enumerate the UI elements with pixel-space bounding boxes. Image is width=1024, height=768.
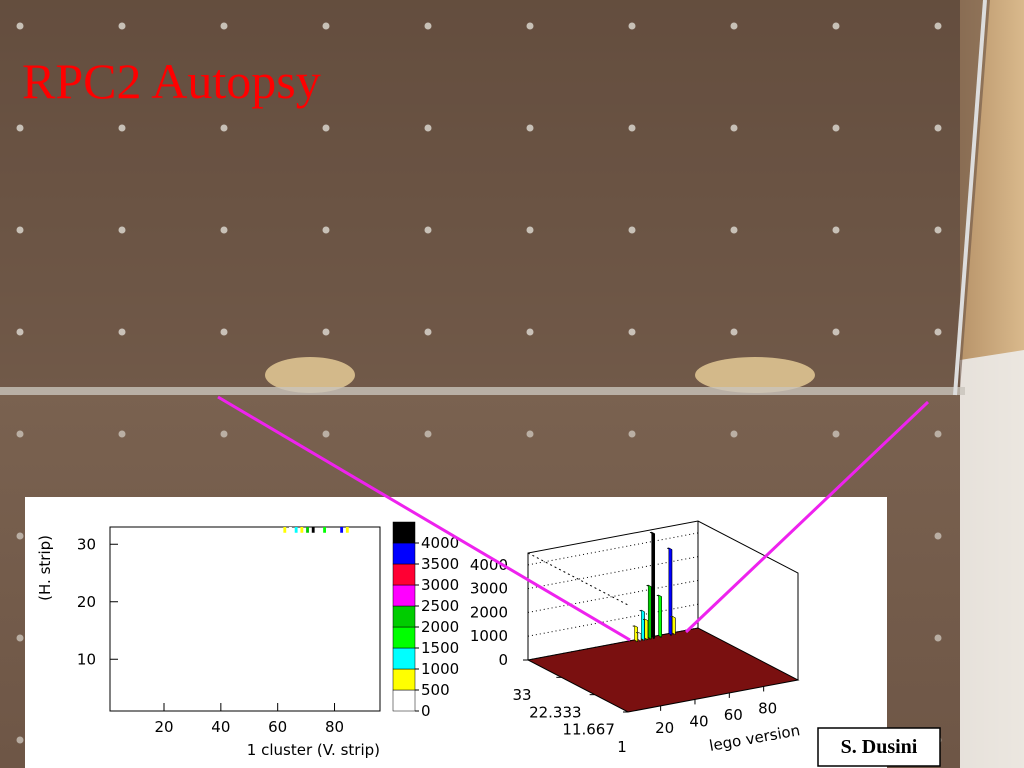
z-tick-label: 2000	[470, 603, 508, 621]
z-tick-label: 2000	[421, 618, 459, 636]
y-tick-label: 20	[77, 593, 96, 611]
x-tick-label: 60	[268, 718, 287, 736]
cell	[340, 527, 344, 533]
color-band	[392, 521, 416, 544]
bar-side	[651, 531, 656, 639]
color-band	[392, 689, 416, 712]
cell	[311, 527, 315, 533]
plot-panel	[25, 497, 887, 768]
y-tick-label: 1	[617, 738, 627, 756]
bar-side	[668, 547, 673, 636]
x-axis-label: 1 cluster (V. strip)	[247, 741, 380, 759]
z-tick-label: 0	[421, 702, 431, 720]
z-tick-label: 0	[498, 651, 508, 669]
y-axis-label: (H. strip)	[36, 535, 54, 601]
holes	[0, 0, 985, 390]
x-tick-label: 40	[689, 712, 708, 730]
bar-side	[647, 584, 652, 640]
cell	[306, 527, 309, 533]
slide-title: RPC2 Autopsy	[22, 53, 321, 109]
lego-bar	[642, 618, 649, 641]
paper	[960, 350, 1024, 768]
bar-side	[637, 631, 642, 642]
z-tick-label: 1500	[421, 639, 459, 657]
y-tick-label: 11.667	[562, 721, 615, 739]
x-tick-label: 80	[758, 699, 777, 717]
box	[527, 552, 629, 606]
cell	[289, 527, 292, 533]
lego-bar	[645, 584, 653, 640]
lego-bar	[669, 615, 677, 636]
bar-side	[644, 618, 649, 641]
bar-side	[641, 609, 645, 641]
cell	[294, 527, 298, 533]
color-band	[392, 626, 416, 649]
cell	[345, 527, 349, 533]
bar-side	[658, 594, 662, 638]
z-tick-label: 3000	[421, 576, 459, 594]
z-grid	[527, 532, 699, 566]
color-band	[392, 542, 416, 565]
color-band	[392, 668, 416, 691]
lego-bar	[656, 594, 663, 638]
bar-side	[671, 615, 676, 635]
lego-bar	[649, 531, 656, 639]
lego-bar	[635, 631, 642, 642]
bar-side	[634, 625, 638, 642]
z-tick-label: 2500	[421, 597, 459, 615]
x-tick-label: 20	[655, 719, 674, 737]
color-band	[392, 605, 416, 628]
color-band	[392, 584, 416, 607]
glare	[695, 357, 815, 393]
y-tick-label: 30	[77, 535, 96, 553]
z-tick-label: 4000	[470, 556, 508, 574]
y-tick-label: 33	[512, 686, 531, 704]
color-band	[392, 563, 416, 586]
z-tick-label: 1000	[470, 627, 508, 645]
credit-box	[817, 727, 941, 767]
cell	[300, 527, 304, 533]
x-tick-label: 80	[325, 718, 344, 736]
y-tick-label: 10	[77, 650, 96, 668]
edge	[953, 0, 987, 396]
z-tick-label: 3500	[421, 555, 459, 573]
color-band	[392, 647, 416, 670]
x-tick-label: 20	[154, 718, 173, 736]
z-tick-label: 3000	[470, 580, 508, 598]
z-tick-label: 4000	[421, 534, 459, 552]
pointer-line	[217, 395, 631, 642]
y-tick-label: 22.333	[529, 703, 582, 721]
cell	[323, 527, 326, 533]
cell	[283, 527, 287, 533]
glare	[265, 357, 355, 393]
x-tick-label: 60	[724, 706, 743, 724]
credit: S. Dusini	[841, 736, 918, 758]
x-tick-label: 40	[211, 718, 230, 736]
edge	[0, 387, 965, 395]
z-tick-label: 500	[421, 681, 450, 699]
lego-bar	[666, 547, 673, 636]
z-tick-label: 1000	[421, 660, 459, 678]
frame	[109, 526, 381, 712]
pointer-line	[684, 400, 930, 634]
